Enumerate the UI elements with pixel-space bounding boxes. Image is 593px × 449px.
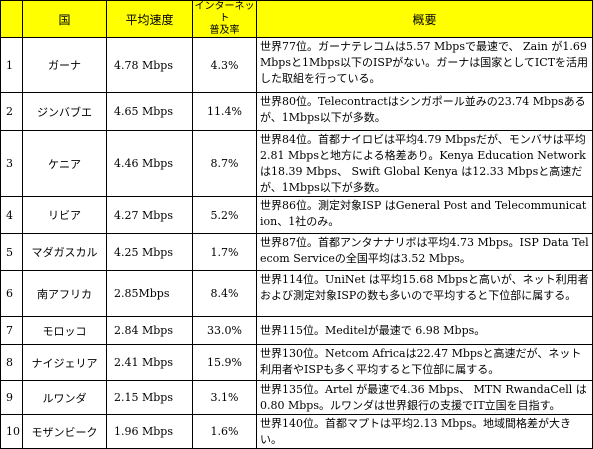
rank-cell: 6 (0, 270, 23, 317)
table-row: 9 ルワンダ 2.15 Mbps 3.1% 世界135位。Artel が最速で4… (0, 380, 593, 415)
country-cell: ケニア (22, 130, 107, 197)
table-row: 5 マダガスカル 4.25 Mbps 1.7% 世界87位。首都アンタナナリボは… (0, 233, 593, 271)
table-row: 6 南アフリカ 2.85Mbps 8.4% 世界114位。UniNet は平均1… (0, 270, 593, 317)
header-penetration-line1: インターネット (194, 1, 255, 25)
speed-cell: 2.84 Mbps (106, 316, 193, 345)
penetration-cell: 5.2% (192, 196, 257, 234)
penetration-cell: 8.4% (192, 270, 257, 317)
header-speed: 平均速度 (106, 0, 193, 38)
penetration-cell: 1.7% (192, 233, 257, 271)
country-cell: ルワンダ (22, 380, 107, 415)
header-summary: 概要 (256, 0, 593, 38)
penetration-cell: 33.0% (192, 316, 257, 345)
summary-cell: 世界130位。Netcom Africaは22.47 Mbpsと高速だが、ネット… (256, 344, 593, 381)
rank-cell: 3 (0, 130, 23, 197)
rank-cell: 7 (0, 316, 23, 345)
summary-cell: 世界84位。首都ナイロビは平均4.79 Mbpsだが、モンバサは平均2.81 M… (256, 130, 593, 197)
table-row: 1 ガーナ 4.78 Mbps 4.3% 世界77位。ガーナテレコムは5.57 … (0, 37, 593, 93)
country-cell: マダガスカル (22, 233, 107, 271)
rank-cell: 5 (0, 233, 23, 271)
header-penetration: インターネット 普及率 (192, 0, 257, 38)
country-cell: ナイジェリア (22, 344, 107, 381)
penetration-cell: 3.1% (192, 380, 257, 415)
table-row: 2 ジンバブエ 4.65 Mbps 11.4% 世界80位。Telecontra… (0, 92, 593, 131)
penetration-cell: 11.4% (192, 92, 257, 131)
header-penetration-line2: 普及率 (209, 25, 240, 36)
country-cell: 南アフリカ (22, 270, 107, 317)
speed-cell: 4.46 Mbps (106, 130, 193, 197)
penetration-cell: 4.3% (192, 37, 257, 93)
speed-cell: 2.15 Mbps (106, 380, 193, 415)
country-cell: リビア (22, 196, 107, 234)
country-cell: ガーナ (22, 37, 107, 93)
summary-cell: 世界135位。Artel が最速で4.36 Mbps、 MTN RwandaCe… (256, 380, 593, 415)
table-row: 3 ケニア 4.46 Mbps 8.7% 世界84位。首都ナイロビは平均4.79… (0, 130, 593, 197)
country-cell: モロッコ (22, 316, 107, 345)
rank-cell: 1 (0, 37, 23, 93)
speed-cell: 4.78 Mbps (106, 37, 193, 93)
country-cell: ジンバブエ (22, 92, 107, 131)
penetration-cell: 8.7% (192, 130, 257, 197)
rank-cell: 9 (0, 380, 23, 415)
summary-cell: 世界114位。UniNet は平均15.68 Mbpsと高いが、ネット利用者およ… (256, 270, 593, 317)
summary-cell: 世界86位。測定対象ISP はGeneral Post and Telecomm… (256, 196, 593, 234)
header-rank (0, 0, 23, 38)
summary-cell: 世界115位。Meditelが最速で 6.98 Mbps。 (256, 316, 593, 345)
table-row: 4 リビア 4.27 Mbps 5.2% 世界86位。測定対象ISP はGene… (0, 196, 593, 234)
rank-cell: 2 (0, 92, 23, 131)
header-country: 国 (22, 0, 107, 38)
speed-cell: 2.41 Mbps (106, 344, 193, 381)
header-row: 国 平均速度 インターネット 普及率 概要 (0, 0, 593, 38)
penetration-cell: 15.9% (192, 344, 257, 381)
speed-cell: 4.65 Mbps (106, 92, 193, 131)
speed-cell: 2.85Mbps (106, 270, 193, 317)
table-row: 7 モロッコ 2.84 Mbps 33.0% 世界115位。Meditelが最速… (0, 316, 593, 345)
summary-cell: 世界80位。Telecontractはシンガポール並みの23.74 Mbpsある… (256, 92, 593, 131)
rank-cell: 8 (0, 344, 23, 381)
rank-cell: 4 (0, 196, 23, 234)
speed-cell: 4.25 Mbps (106, 233, 193, 271)
speed-cell: 4.27 Mbps (106, 196, 193, 234)
table-row: 8 ナイジェリア 2.41 Mbps 15.9% 世界130位。Netcom A… (0, 344, 593, 381)
summary-cell: 世界87位。首都アンタナナリボは平均4.73 Mbps。ISP Data Tel… (256, 233, 593, 271)
summary-cell: 世界77位。ガーナテレコムは5.57 Mbpsで最速で、 Zain が1.69 … (256, 37, 593, 93)
